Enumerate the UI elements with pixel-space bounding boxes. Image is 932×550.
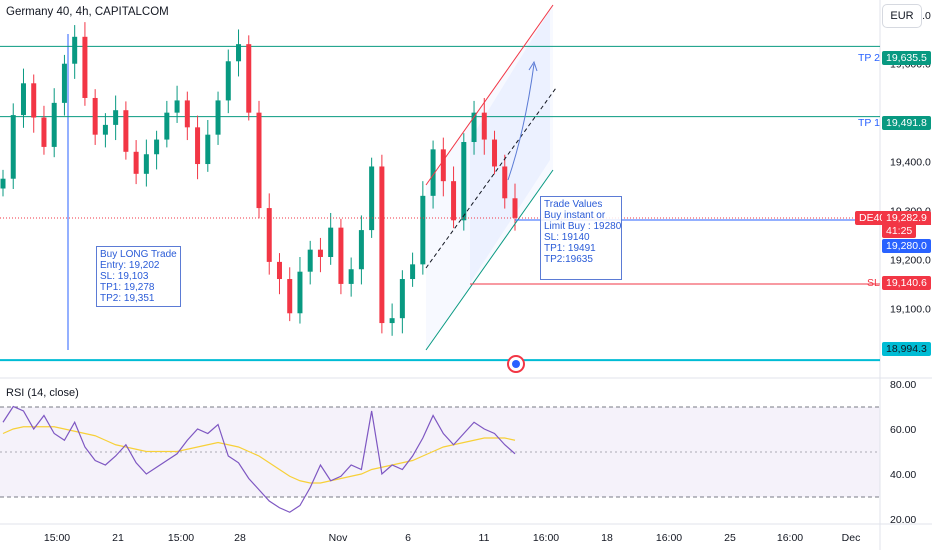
time-axis-tick: 16:00 (656, 532, 682, 544)
candle-body (348, 269, 354, 284)
time-axis-tick: 25 (724, 532, 736, 544)
channel-mid (425, 87, 557, 269)
symbol-title[interactable]: Germany 40, 4h, CAPITALCOM (6, 6, 169, 18)
time-axis-tick: Dec (842, 532, 861, 544)
rsi-ma-line (2, 426, 516, 484)
candle-body (236, 44, 242, 62)
projection-shade (470, 10, 550, 283)
rsi-legend[interactable]: RSI (14, close) (6, 387, 79, 399)
candle-body (205, 134, 211, 165)
candle-body (420, 195, 426, 265)
candle-body (123, 110, 129, 152)
time-axis-tick: 15:00 (168, 532, 194, 544)
candle-body (31, 83, 37, 118)
channel-shade (426, 5, 553, 350)
candle-body (430, 149, 436, 196)
time-axis-tick: 28 (234, 532, 246, 544)
candle-body (72, 36, 78, 64)
candle-body (471, 112, 477, 143)
candle-body (287, 279, 293, 314)
candle-body (0, 178, 6, 189)
candle-body (195, 127, 201, 165)
candle-body (379, 166, 385, 324)
candle-body (184, 100, 190, 128)
candle-body (164, 112, 170, 140)
rsi-axis-tick: 60.00 (890, 424, 916, 436)
candle-body (297, 271, 303, 314)
rsi-axis-tick: 80.00 (890, 379, 916, 391)
time-axis-tick: 18 (601, 532, 613, 544)
time-axis-tick: 15:00 (44, 532, 70, 544)
candle-body (143, 154, 149, 174)
candle-body (61, 63, 67, 103)
price-axis-tick: 19,200.0 (890, 254, 931, 266)
candle-body (256, 112, 262, 209)
currency-button[interactable]: EUR (882, 4, 922, 28)
candle-body (307, 249, 313, 272)
candle-body (451, 181, 457, 221)
candle-body (399, 279, 405, 319)
candle-body (338, 227, 344, 284)
candle-body (358, 230, 364, 270)
support-price-label: 18,994.3 (882, 342, 931, 356)
rsi-line (2, 405, 516, 513)
candle-body (102, 124, 108, 135)
candle-body (276, 261, 282, 280)
candle-body (410, 264, 416, 280)
candle-body (174, 100, 180, 113)
time-axis-tick: 11 (479, 532, 490, 544)
candle-body (461, 142, 467, 221)
candle-body (41, 117, 47, 147)
countdown-label: 41:25 (882, 224, 917, 238)
time-axis-tick: 16:00 (777, 532, 803, 544)
trade-values-note[interactable]: Trade Values Buy instant or Limit Buy : … (540, 196, 622, 280)
price-axis-tick: 19,100.0 (890, 303, 931, 315)
rsi-axis-tick: 40.00 (890, 469, 916, 481)
tp1-price-label: 19,491.8 (882, 116, 931, 130)
price-axis-tick: 19,400.0 (890, 157, 931, 169)
candle-body (10, 115, 16, 179)
time-axis-tick: 21 (112, 532, 124, 544)
tp1-tag: TP 1 (858, 117, 880, 129)
channel-upper (425, 4, 554, 186)
candle-body (246, 44, 252, 113)
candle-body (154, 139, 160, 155)
time-axis-tick: 16:00 (533, 532, 559, 544)
last-price-label: 19,282.9 (882, 211, 931, 225)
channel-lower (425, 169, 554, 351)
candle-body (328, 227, 334, 258)
candle-body (51, 102, 57, 147)
projection-arrowhead (528, 60, 538, 72)
candle-body (481, 112, 487, 140)
projection-arrow (507, 63, 535, 181)
event-marker-inner (512, 360, 520, 368)
candle-body (92, 97, 98, 135)
candle-body (502, 166, 508, 199)
entry-price-label: 19,280.0 (882, 239, 931, 253)
candle-body (440, 149, 446, 182)
tp2-price-label: 19,635.5 (882, 51, 931, 65)
candle-body (389, 318, 395, 324)
candle-body (113, 110, 119, 125)
candle-body (492, 139, 498, 167)
candle-body (369, 166, 375, 231)
candle-body (512, 198, 518, 218)
candle-body (225, 61, 231, 101)
candle-body (215, 100, 221, 135)
time-axis-tick: Nov (329, 532, 348, 544)
sl-price-label: 19,140.6 (882, 276, 931, 290)
buy-trade-note[interactable]: Buy LONG Trade Entry: 19,202 SL: 19,103 … (96, 246, 181, 307)
candle-body (317, 249, 323, 258)
candle-body (20, 83, 26, 116)
time-axis-tick: 6 (405, 532, 411, 544)
tp2-tag: TP 2 (858, 52, 880, 64)
symbol-tag: DE40 (855, 211, 890, 225)
candle-body (82, 36, 88, 98)
rsi-axis-tick: 20.00 (890, 514, 916, 526)
candle-body (133, 151, 139, 174)
sl-tag: SL (867, 277, 880, 289)
candle-body (266, 208, 272, 262)
